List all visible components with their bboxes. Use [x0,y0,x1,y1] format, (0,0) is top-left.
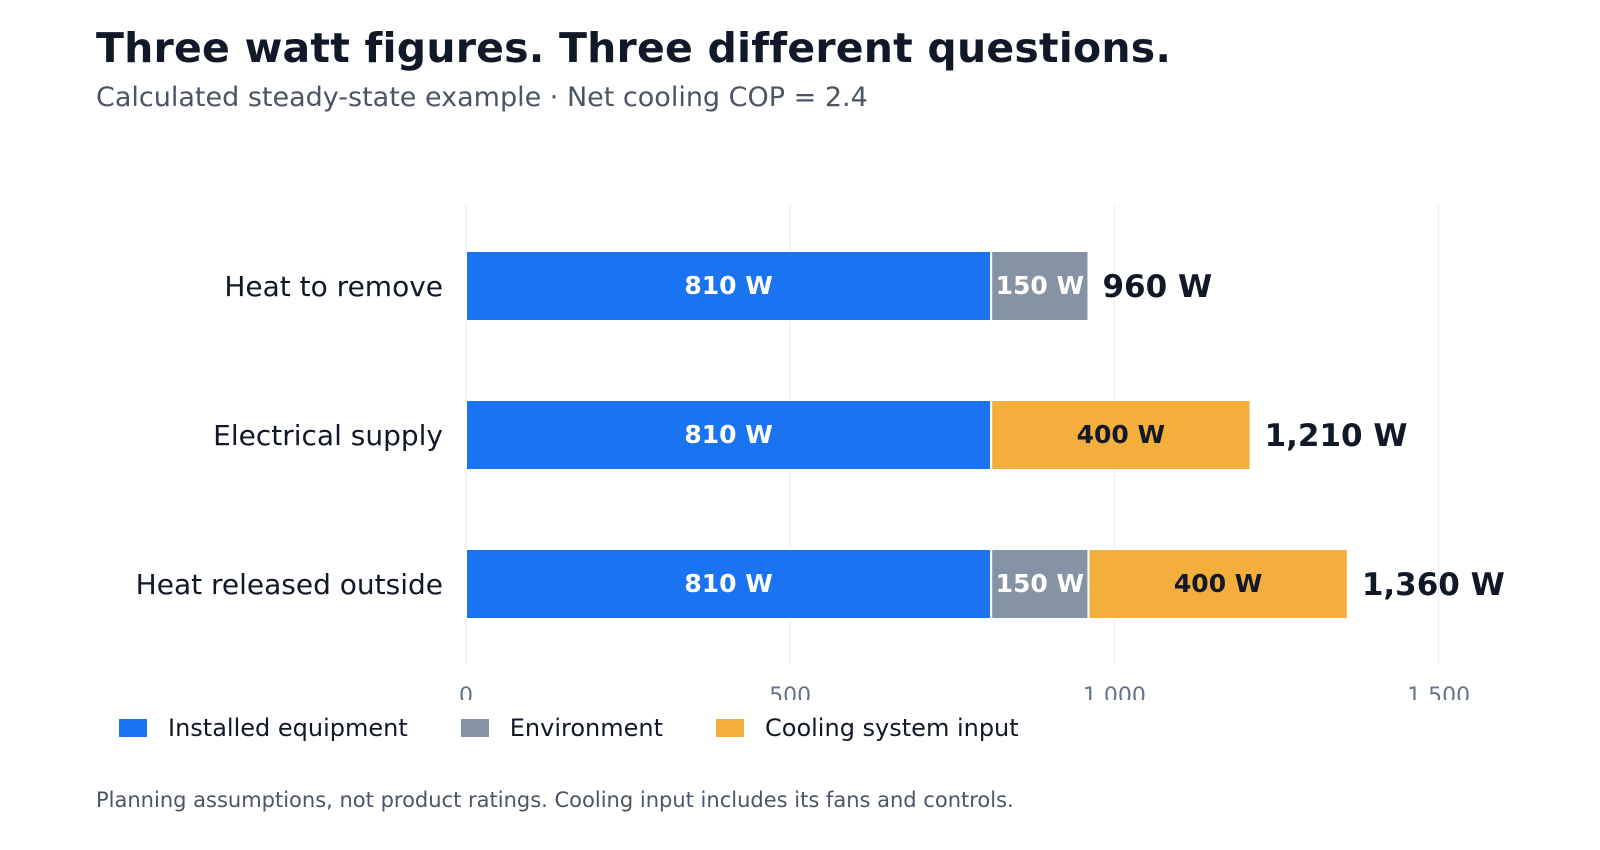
segment-value-label: 810 W [684,420,772,449]
category-label: Electrical supply [213,419,443,452]
legend: Installed equipment Environment Cooling … [119,714,1072,742]
segment-value-label: 150 W [996,271,1084,300]
legend-swatch-installed-equipment [119,719,147,737]
legend-label-environment: Environment [509,714,664,742]
segment-value-label: 810 W [684,569,772,598]
bar-segment-installed-equipment [465,548,993,620]
total-label: 1,210 W [1265,418,1408,454]
legend-swatch-cooling-system-input [716,719,745,737]
segment-value-label: 400 W [1174,569,1262,598]
bar-segment-cooling-system-input [990,399,1252,471]
total-label: 960 W [1102,269,1212,305]
legend-item-environment: Environment [460,714,664,742]
x-tick-label: 1,000 [1083,684,1146,700]
legend-item-installed-equipment: Installed equipment [119,714,408,742]
legend-label-installed-equipment: Installed equipment [168,714,408,742]
bar-segment-environment [990,548,1090,620]
category-label: Heat released outside [136,568,443,601]
chart-title: Three watt figures. Three different ques… [96,24,1172,72]
bar-segment-cooling-system-input [1087,548,1349,620]
bar-segment-installed-equipment [465,399,993,471]
segment-value-label: 400 W [1077,420,1165,449]
category-label: Heat to remove [224,270,443,303]
total-label: 1,360 W [1362,567,1505,603]
legend-item-cooling-system-input: Cooling system input [716,714,1019,742]
x-tick-label: 1,500 [1407,684,1470,700]
stacked-bar-chart: 0 500 1,000 1,500 Heat to remove 810 W 150 W 96… [136,205,1505,700]
segment-value-label: 150 W [996,569,1084,598]
x-tick-label: 500 [769,684,811,700]
legend-label-cooling-system-input: Cooling system input [765,714,1019,742]
chart-subtitle: Calculated steady-state example · Net co… [96,82,868,113]
legend-swatch-environment [460,719,489,737]
footnote: Planning assumptions, not product rating… [96,788,1014,812]
bar-segment-environment [990,250,1090,322]
x-tick-label: 0 [459,684,473,700]
segment-value-label: 810 W [684,271,772,300]
